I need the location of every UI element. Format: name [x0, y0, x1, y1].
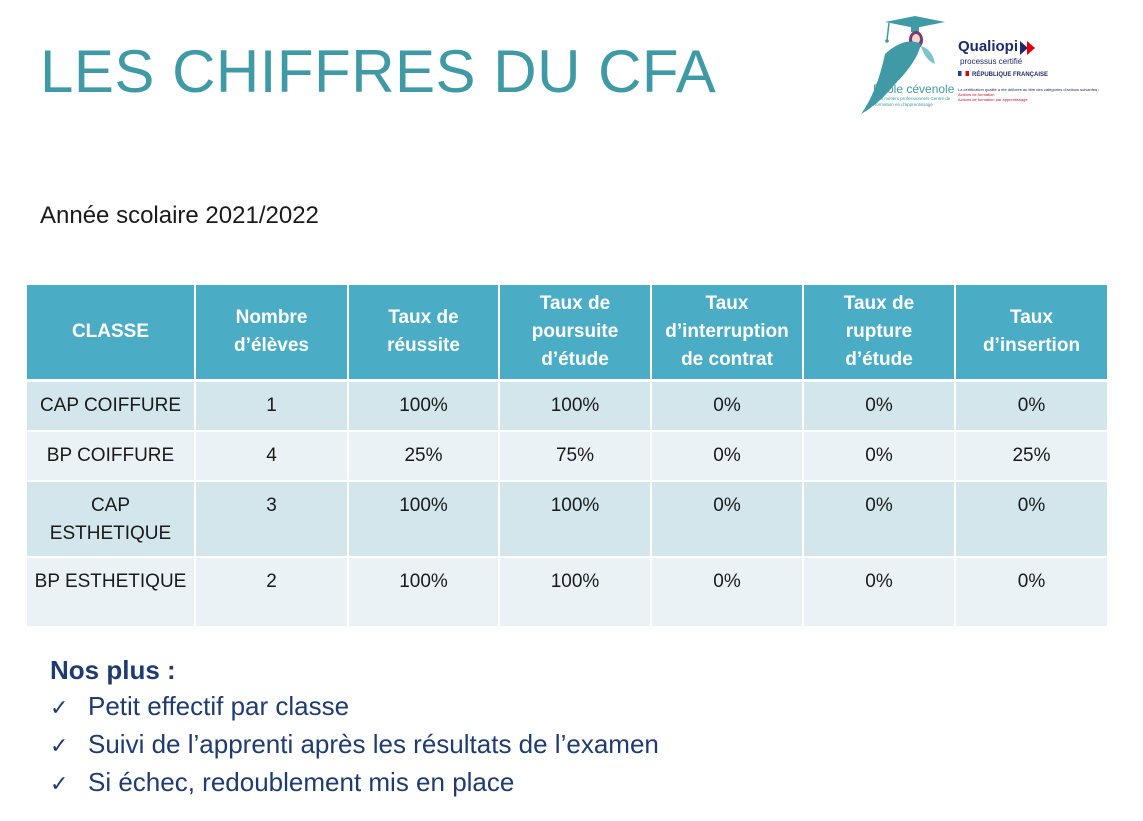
qualiopi-logo: Qualiopi processus certifié RÉPUBLIQUE F…	[958, 38, 1118, 108]
table-cell: BP ESTHETIQUE	[27, 557, 196, 628]
table-header-row: CLASSE Nombre d’élèves Taux de réussite …	[27, 285, 1107, 382]
qualiopi-name: Qualiopi	[958, 38, 1018, 55]
table-cell: 0%	[651, 380, 804, 432]
header-taux-interruption: Taux d’interruption de contrat	[651, 285, 804, 382]
table-row: CAP ESTHETIQUE 3 100% 100% 0% 0% 0%	[27, 481, 1107, 558]
ecole-tagline: Des métiers professionnels Centre de for…	[875, 96, 951, 107]
table-cell: 0%	[803, 431, 956, 482]
table-cell: 100%	[499, 557, 652, 628]
checkmark-icon: ✓	[50, 771, 69, 796]
table-cell: 100%	[348, 481, 500, 558]
table-cell: 100%	[499, 380, 652, 432]
table-cell: 100%	[348, 380, 500, 432]
ecole-name: École cévenole	[873, 82, 955, 96]
table-cell: 25%	[348, 431, 500, 482]
table-row: BP ESTHETIQUE 2 100% 100% 0% 0% 0%	[27, 557, 1107, 628]
table-row: CAP COIFFURE 1 100% 100% 0% 0% 0%	[27, 380, 1107, 432]
table-cell: 0%	[803, 380, 956, 432]
header-taux-poursuite: Taux de poursuite d’étude	[499, 285, 652, 382]
checkmark-icon: ✓	[50, 733, 69, 758]
header-taux-rupture: Taux de rupture d’étude	[803, 285, 956, 382]
list-item: ✓ Si échec, redoublement mis en place	[50, 764, 659, 802]
table-cell: 4	[195, 431, 349, 482]
table-cell: 100%	[499, 481, 652, 558]
nos-plus-title: Nos plus :	[50, 655, 176, 685]
table-cell: CAP COIFFURE	[27, 380, 196, 432]
header-taux-insertion: Taux d’insertion	[955, 285, 1107, 382]
school-year: Année scolaire 2021/2022	[40, 202, 319, 229]
header-classe: CLASSE	[27, 285, 196, 382]
french-flag-icon	[958, 71, 969, 76]
page-title: LES CHIFFRES DU CFA	[40, 38, 717, 105]
ecole-cevenole-logo: École cévenole Des métiers professionnel…	[855, 14, 955, 118]
qualiopi-certification-text: La certification qualité a été délivrée …	[958, 87, 1100, 102]
table-cell: BP COIFFURE	[27, 431, 196, 482]
qualiopi-arrows-icon	[1020, 41, 1035, 55]
table-cell: 0%	[651, 481, 804, 558]
table-cell: CAP ESTHETIQUE	[27, 481, 196, 558]
republique-francaise: RÉPUBLIQUE FRANÇAISE	[958, 71, 1048, 78]
table-cell: 0%	[955, 557, 1107, 628]
table-cell: 100%	[348, 557, 500, 628]
table-cell: 1	[195, 380, 349, 432]
qualiopi-subtitle: processus certifié	[960, 57, 1023, 66]
nos-plus-section: Nos plus : ✓ Petit effectif par classe ✓ S…	[50, 652, 659, 802]
cfa-statistics-table: CLASSE Nombre d’élèves Taux de réussite …	[27, 285, 1107, 628]
table-cell: 75%	[499, 431, 652, 482]
checkmark-icon: ✓	[50, 695, 69, 720]
table-cell: 0%	[803, 481, 956, 558]
table-cell: 0%	[955, 481, 1107, 558]
table-cell: 25%	[955, 431, 1107, 482]
list-item: ✓ Suivi de l’apprenti après les résultats…	[50, 726, 659, 764]
table-row: BP COIFFURE 4 25% 75% 0% 0% 25%	[27, 431, 1107, 482]
table-cell: 0%	[803, 557, 956, 628]
header-nombre-eleves: Nombre d’élèves	[195, 285, 349, 382]
graduate-cap-icon	[861, 16, 945, 114]
table-cell: 0%	[651, 431, 804, 482]
list-item: ✓ Petit effectif par classe	[50, 688, 659, 726]
table-cell: 2	[195, 557, 349, 628]
table-cell: 0%	[651, 557, 804, 628]
table-cell: 3	[195, 481, 349, 558]
table-cell: 0%	[955, 380, 1107, 432]
header-taux-reussite: Taux de réussite	[348, 285, 500, 382]
